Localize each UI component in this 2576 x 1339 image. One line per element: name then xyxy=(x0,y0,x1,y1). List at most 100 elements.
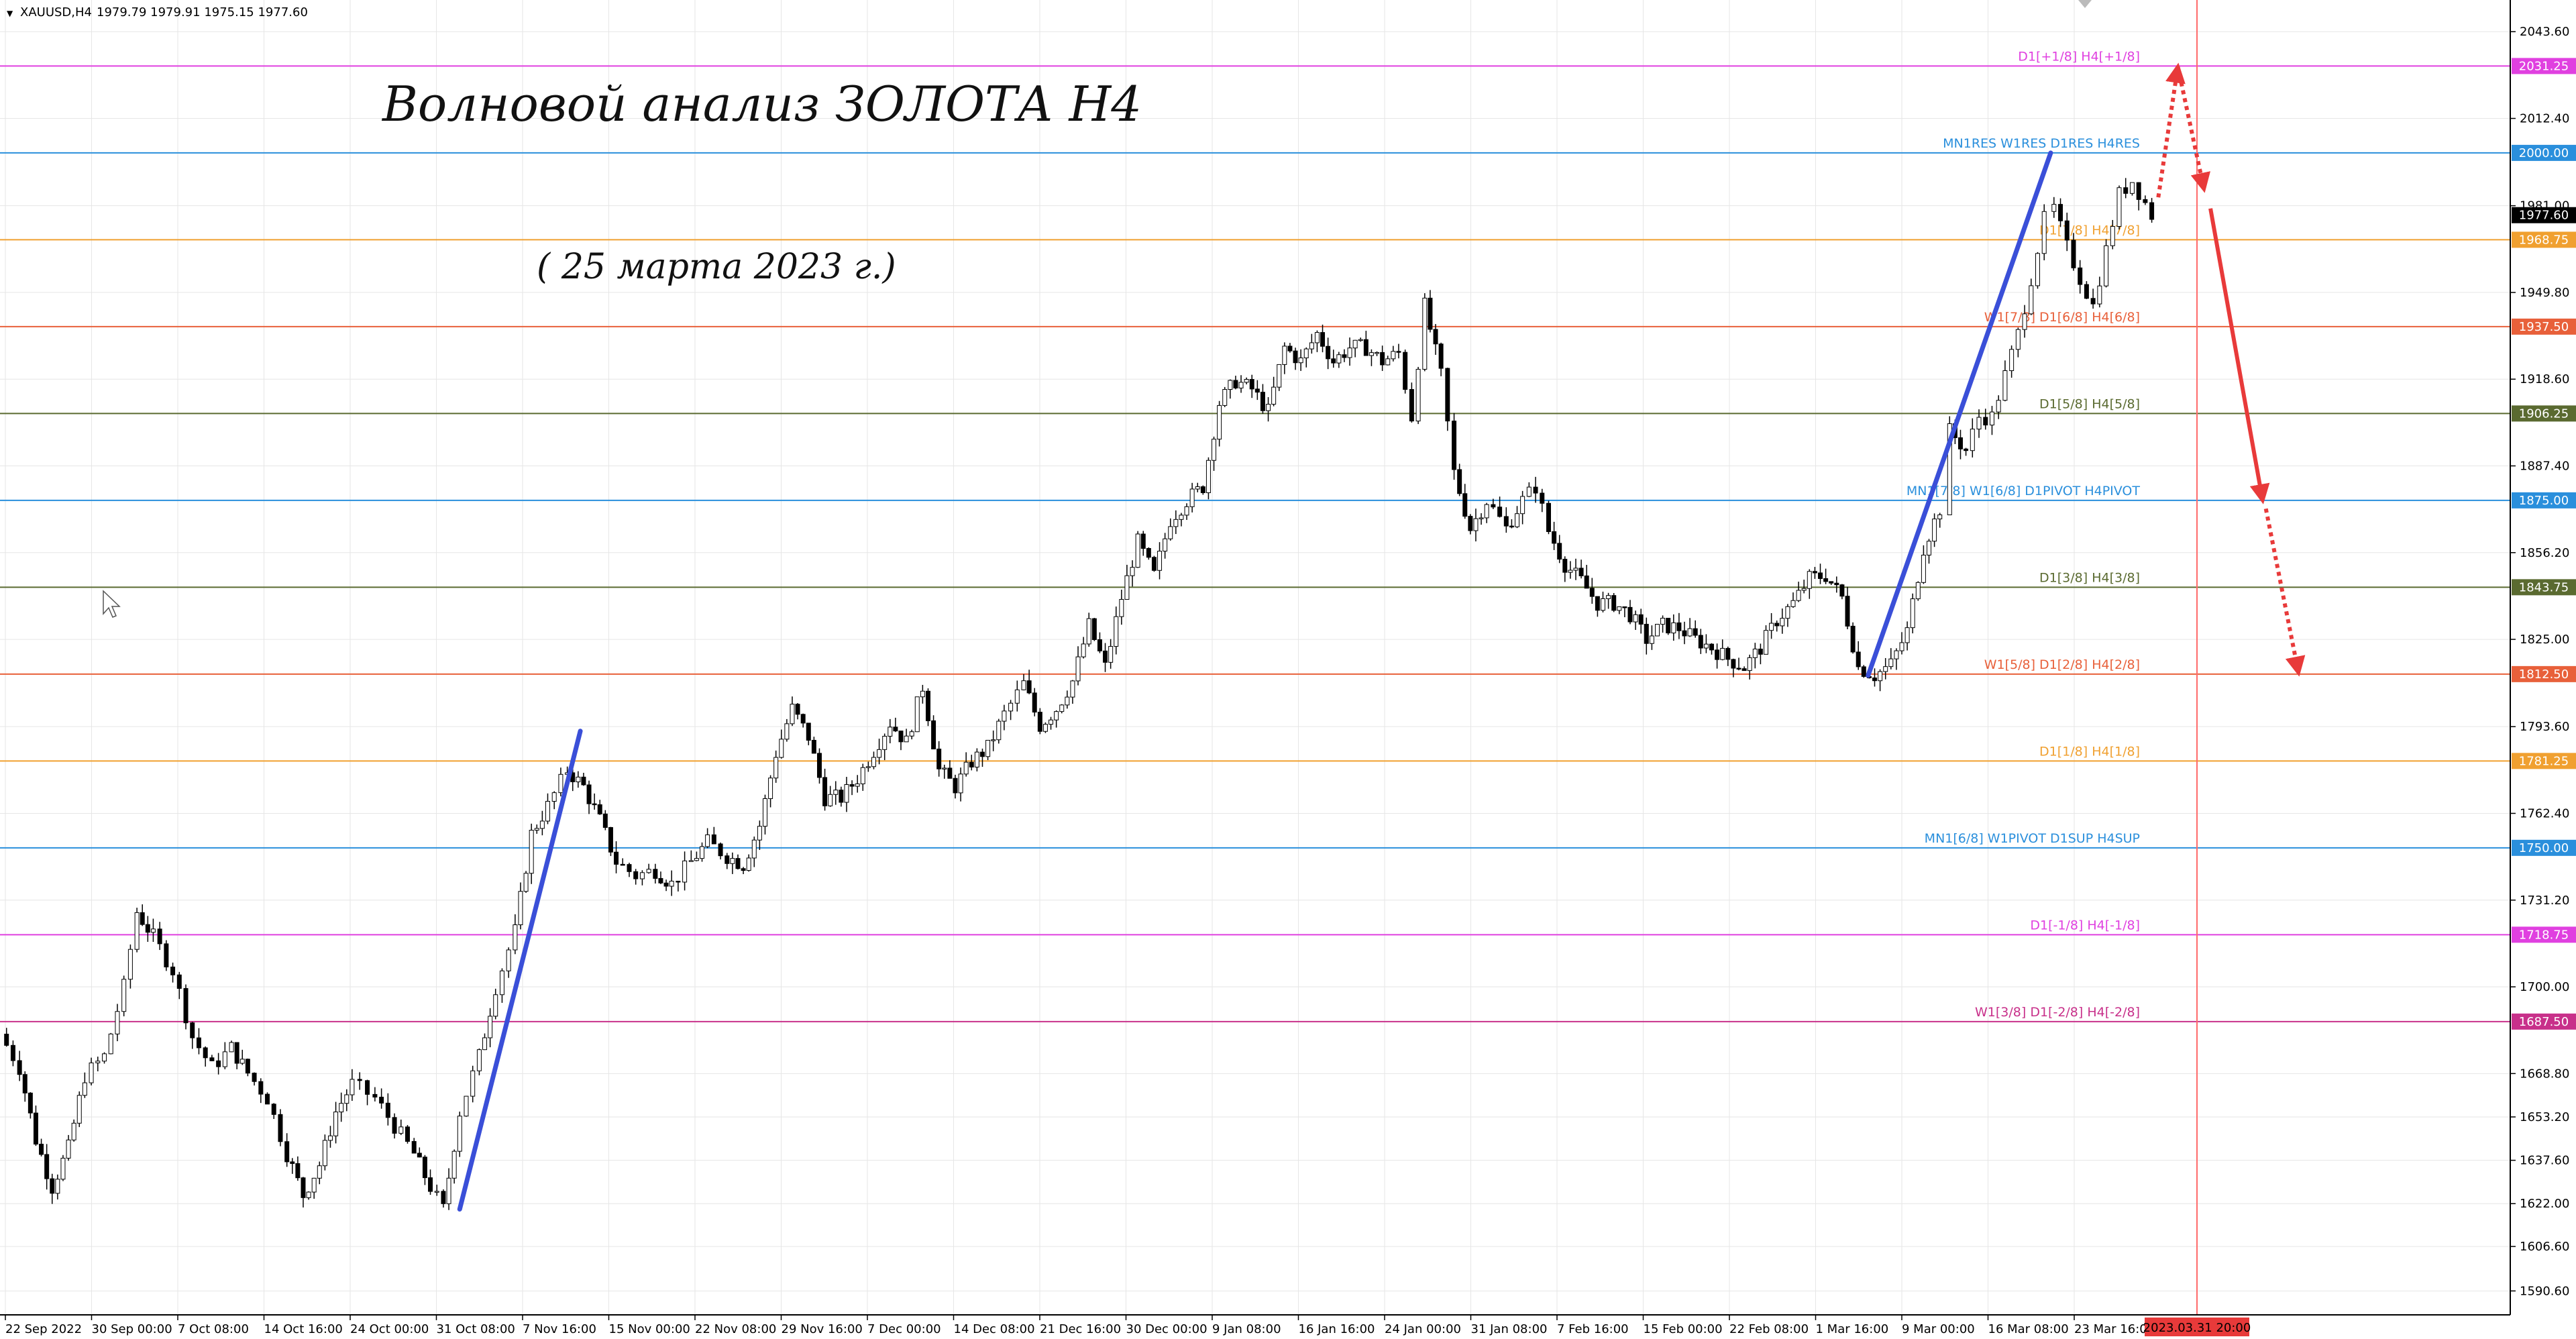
candle-body xyxy=(1666,617,1671,634)
candle xyxy=(306,1191,311,1200)
candle xyxy=(1320,324,1326,353)
candle xyxy=(539,810,545,836)
candle xyxy=(1927,539,1931,564)
candle xyxy=(1747,654,1752,680)
candle-body xyxy=(1638,614,1644,625)
y-tick-label: 1590.60 xyxy=(2520,1284,2569,1298)
candle xyxy=(1352,339,1358,358)
candle xyxy=(1785,604,1790,627)
candle-body xyxy=(196,1037,201,1049)
candle-body xyxy=(385,1102,390,1118)
candle xyxy=(893,717,898,733)
candle xyxy=(417,1147,422,1158)
candle xyxy=(614,841,619,873)
candle xyxy=(2136,182,2141,211)
level-price-tag xyxy=(2512,926,2576,943)
candle-body xyxy=(608,826,613,853)
candle xyxy=(60,1155,66,1181)
candle-body xyxy=(1336,354,1342,364)
shift-marker-icon[interactable] xyxy=(2078,0,2092,8)
candle-body xyxy=(795,704,800,715)
candle-body xyxy=(482,1037,488,1051)
candle xyxy=(639,870,645,886)
candle-body xyxy=(1715,649,1720,660)
candle xyxy=(1578,559,1584,579)
candle xyxy=(1189,482,1195,513)
candle-body xyxy=(1314,332,1320,343)
candle-body xyxy=(1595,596,1600,611)
candle xyxy=(411,1138,417,1154)
candle-body xyxy=(1655,624,1660,637)
candle-body xyxy=(1238,382,1244,388)
candle-body xyxy=(1823,578,1829,582)
candle xyxy=(1996,395,2001,419)
candle-body xyxy=(974,751,979,767)
candle xyxy=(252,1072,257,1086)
candle-body xyxy=(914,696,920,733)
x-tick-label: 31 Oct 08:00 xyxy=(437,1322,515,1336)
candle-body xyxy=(1140,533,1146,549)
candle-body xyxy=(639,872,645,879)
candle-body xyxy=(1212,439,1217,461)
candle xyxy=(239,1049,245,1065)
candle xyxy=(1130,560,1135,587)
candle-body xyxy=(422,1157,427,1179)
candle-body xyxy=(751,839,757,859)
candle-body xyxy=(1457,469,1462,494)
candle-body xyxy=(1747,657,1752,672)
candle-body xyxy=(44,1154,50,1179)
level-price-tag xyxy=(2512,231,2576,248)
candle-body xyxy=(592,803,597,806)
candle-body xyxy=(1533,486,1538,494)
candle xyxy=(493,988,498,1020)
candle xyxy=(877,739,882,765)
candle xyxy=(1839,584,1845,600)
candle xyxy=(1983,409,1988,430)
candle-body xyxy=(157,928,162,945)
candle xyxy=(602,810,608,831)
candle xyxy=(1807,569,1812,599)
candle-body xyxy=(2002,370,2008,401)
candle-body xyxy=(658,877,663,883)
candle-body xyxy=(1266,404,1271,411)
candle-body xyxy=(1752,648,1758,658)
wave-line xyxy=(1866,150,2053,678)
candle-body xyxy=(539,820,545,829)
level-label: D1[3/8] H4[3/8] xyxy=(2039,570,2140,585)
x-tick-label: 7 Feb 16:00 xyxy=(1557,1322,1629,1336)
candle xyxy=(95,1057,101,1071)
candle xyxy=(586,780,592,814)
candle-body xyxy=(379,1096,384,1104)
candle xyxy=(620,858,625,866)
candle-body xyxy=(816,753,822,778)
candle xyxy=(1059,704,1065,714)
candle xyxy=(1568,561,1573,579)
y-tick-label: 1887.40 xyxy=(2520,459,2569,473)
candle-body xyxy=(1484,504,1489,519)
level-label: D1[+1/8] H4[+1/8] xyxy=(2018,49,2140,64)
candle-body xyxy=(1927,541,1931,555)
candle-body xyxy=(773,757,779,779)
candle xyxy=(1703,634,1709,653)
candle xyxy=(1660,615,1666,633)
candle-body xyxy=(82,1082,87,1096)
candle xyxy=(434,1184,439,1196)
candle xyxy=(1438,342,1444,376)
candle xyxy=(1103,643,1108,672)
candle xyxy=(1780,608,1785,634)
candle xyxy=(1309,333,1314,354)
candle xyxy=(258,1078,264,1104)
candle-body xyxy=(1996,400,2001,413)
candle xyxy=(1666,617,1671,635)
candle xyxy=(1282,342,1287,374)
candle xyxy=(1462,484,1468,519)
candle xyxy=(1277,364,1282,391)
candle-body xyxy=(365,1080,370,1095)
candle-body xyxy=(1845,596,1850,627)
chart-subtitle: ( 25 марта 2023 г.) xyxy=(537,247,896,287)
candle-body xyxy=(339,1103,344,1113)
candle xyxy=(1509,519,1514,529)
candle-body xyxy=(1103,650,1108,663)
menu-arrow-icon[interactable]: ▼ xyxy=(7,9,13,18)
